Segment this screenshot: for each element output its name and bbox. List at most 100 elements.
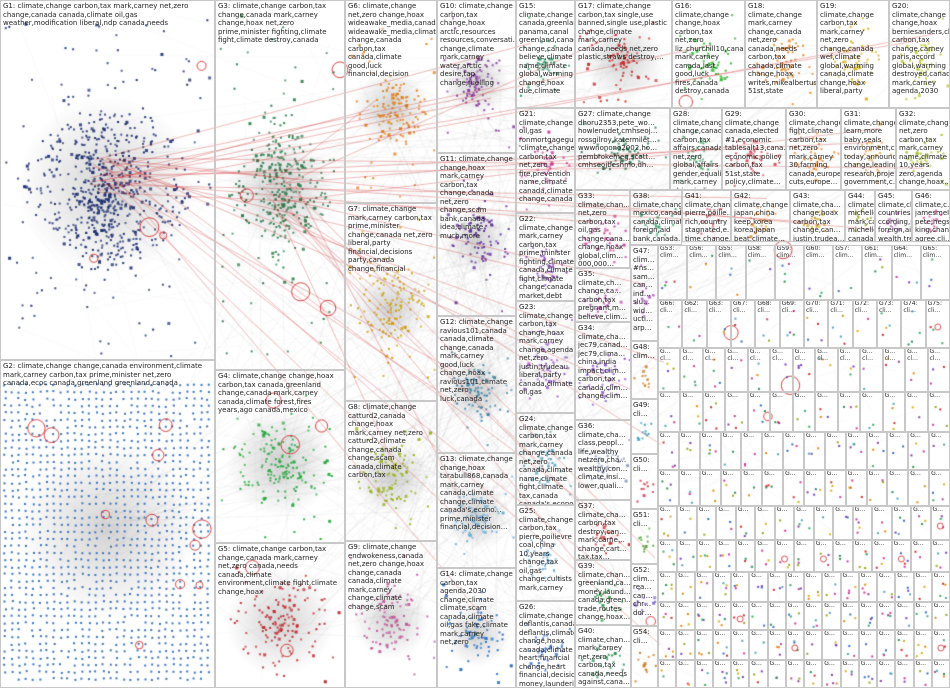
sea-group-box-r7-c8[interactable]: G… — [813, 540, 834, 572]
sea-group-box-r9-c1[interactable]: G… — [676, 602, 695, 630]
sea-group-box-r5-c10[interactable]: G… — [866, 470, 888, 506]
sea-group-box-r6-c13[interactable]: G… — [911, 506, 931, 540]
sea-group-box-r11-c13[interactable]: G… — [895, 660, 914, 688]
sea-group-box-r7-c10[interactable]: G… — [852, 540, 873, 572]
sea-group-box-r8-c8[interactable]: G… — [804, 572, 823, 602]
sea-group-box-r5-c3[interactable]: G… — [720, 470, 742, 506]
group-g7-box[interactable]: G7: climate,change mark,carney carbon,ta… — [345, 203, 437, 401]
sea-group-box-r0-c5[interactable]: G60: clim… — [804, 245, 834, 300]
sea-group-box-r5-c9[interactable]: G… — [845, 470, 867, 506]
sea-group-box-r1-c1[interactable]: G62: cli… — [682, 300, 707, 348]
group-g6-box[interactable]: G6: climate,change net,zero change,hoax … — [345, 0, 437, 203]
sea-group-box-r4-c1[interactable]: G… — [678, 432, 700, 470]
group-g47-box[interactable]: G47: clim… #ns… sam… can… ind… slu… wid…… — [630, 245, 658, 341]
sea-group-box-r10-c7[interactable]: G… — [785, 630, 804, 660]
sea-group-box-r3-c1[interactable]: G… — [680, 392, 703, 432]
sea-group-box-r6-c1[interactable]: G… — [677, 506, 697, 540]
group-g2-box[interactable]: G2: climate,change change,canada environ… — [0, 360, 215, 688]
sea-group-box-r5-c13[interactable]: G… — [929, 470, 950, 506]
group-g22-box[interactable]: G22: climate,change mark,carney carbon,t… — [516, 213, 575, 301]
group-g45-box[interactable]: G45: climate,ch… countries,… ccording,po… — [875, 190, 912, 242]
sea-group-box-r8-c5[interactable]: G… — [749, 572, 768, 602]
sea-group-box-r4-c3[interactable]: G… — [720, 432, 742, 470]
sea-group-box-r2-c8[interactable]: G… cl… — [837, 348, 861, 392]
sea-group-box-r4-c13[interactable]: G… — [929, 432, 950, 470]
sea-group-box-r4-c7[interactable]: G… — [804, 432, 825, 470]
sea-group-box-r7-c0[interactable]: G… — [658, 540, 678, 572]
sea-group-box-r5-c0[interactable]: G… — [658, 470, 679, 506]
group-g49-box[interactable]: G49: cli… — [630, 399, 658, 454]
group-g51-box[interactable]: G51: cli… — [630, 509, 658, 564]
sea-group-box-r6-c11[interactable]: G… — [872, 506, 892, 540]
sea-group-box-r4-c5[interactable]: G… — [762, 432, 784, 470]
group-g25-box[interactable]: G25: climate,change carbon,tax pierre,po… — [516, 505, 575, 601]
sea-group-box-r1-c6[interactable]: G70: cli… — [804, 300, 829, 348]
sea-group-box-r11-c6[interactable]: G… — [767, 660, 786, 688]
sea-group-box-r2-c4[interactable]: G… cl… — [747, 348, 771, 392]
sea-group-box-r8-c10[interactable]: G… — [840, 572, 859, 602]
sea-group-box-r1-c7[interactable]: G71: cli… — [828, 300, 853, 348]
sea-group-box-r6-c4[interactable]: G… — [735, 506, 756, 540]
sea-group-box-r8-c7[interactable]: G… — [785, 572, 804, 602]
group-g27-box[interactable]: G27: climate,change dhoru2353,pete_wo… h… — [575, 108, 670, 190]
group-g54-box[interactable]: G54: cli… — [630, 626, 658, 688]
group-g17-box[interactable]: G17: climate,change carbon,tax single,us… — [575, 0, 672, 108]
sea-group-box-r2-c9[interactable]: G… cl… — [860, 348, 883, 392]
sea-group-box-r11-c5[interactable]: G… — [749, 660, 768, 688]
group-g29-box[interactable]: G29: climate,change canada,elected #1,ec… — [722, 108, 786, 190]
sea-group-box-r2-c2[interactable]: G… cl… — [702, 348, 726, 392]
sea-group-box-r10-c1[interactable]: G… — [676, 630, 695, 660]
sea-group-box-r8-c13[interactable]: G… — [895, 572, 914, 602]
sea-group-box-r1-c4[interactable]: G68: cli… — [755, 300, 780, 348]
sea-group-box-r9-c13[interactable]: G… — [895, 602, 914, 630]
sea-group-box-r5-c8[interactable]: G… — [824, 470, 846, 506]
sea-group-box-r10-c11[interactable]: G… — [858, 630, 877, 660]
sea-group-box-r6-c9[interactable]: G… — [833, 506, 853, 540]
sea-group-box-r6-c6[interactable]: G… — [774, 506, 795, 540]
sea-group-box-r10-c8[interactable]: G… — [804, 630, 823, 660]
sea-group-box-r10-c13[interactable]: G… — [895, 630, 914, 660]
sea-group-box-r11-c8[interactable]: G… — [804, 660, 823, 688]
sea-group-box-r11-c15[interactable]: G… — [931, 660, 950, 688]
sea-group-box-r2-c5[interactable]: G… cl… — [770, 348, 793, 392]
sea-group-box-r7-c14[interactable]: G… — [930, 540, 950, 572]
sea-group-box-r2-c0[interactable]: G… cl… — [658, 348, 681, 392]
group-g4-box[interactable]: G4: climate,change change,hoax carbon,ta… — [215, 370, 345, 543]
group-g34-box[interactable]: G34: climate,cha… jec79,canad… jec79,cli… — [575, 322, 632, 420]
group-g12-box[interactable]: G12: climate,change ravious101,canada ca… — [437, 316, 516, 453]
sea-group-box-r4-c10[interactable]: G… — [866, 432, 888, 470]
sea-group-box-r10-c10[interactable]: G… — [840, 630, 859, 660]
sea-group-box-r2-c7[interactable]: G… cl… — [815, 348, 838, 392]
sea-group-box-r7-c3[interactable]: G… — [716, 540, 736, 572]
group-g42-box[interactable]: G42: climate,change japan,china keep,kor… — [731, 190, 790, 242]
sea-group-box-r10-c3[interactable]: G… — [712, 630, 731, 660]
sea-group-box-r5-c6[interactable]: G… — [783, 470, 804, 506]
sea-group-box-r2-c11[interactable]: G… cl… — [905, 348, 928, 392]
sea-group-box-r8-c12[interactable]: G… — [877, 572, 896, 602]
sea-group-box-r4-c12[interactable]: G… — [908, 432, 930, 470]
group-g28-box[interactable]: G28: climate,change change,canada carbon… — [670, 108, 722, 190]
sea-group-box-r9-c3[interactable]: G… — [712, 602, 731, 630]
sea-group-box-r8-c11[interactable]: G… — [858, 572, 877, 602]
sea-group-box-r7-c4[interactable]: G… — [735, 540, 756, 572]
sea-group-box-r5-c7[interactable]: G… — [804, 470, 825, 506]
group-g52-box[interactable]: G52: clim… rea… can… chr… dor… — [630, 564, 658, 626]
sea-group-box-r8-c15[interactable]: G… — [931, 572, 950, 602]
sea-group-box-r2-c12[interactable]: G… cl… — [927, 348, 950, 392]
sea-group-box-r10-c9[interactable]: G… — [822, 630, 841, 660]
sea-group-box-r3-c12[interactable]: G… — [927, 392, 950, 432]
sea-group-box-r1-c9[interactable]: G73: cli… — [877, 300, 902, 348]
group-g36-box[interactable]: G36: climate,cha… class,peopl… life,weal… — [575, 420, 632, 500]
sea-group-box-r0-c2[interactable]: G55: clim… — [716, 245, 746, 300]
group-g39-box[interactable]: G39: climate,chan… greenland,ca… money,l… — [575, 560, 632, 625]
group-g9-box[interactable]: G9: climate,change endwokeness,canada ne… — [345, 541, 437, 688]
sea-group-box-r7-c2[interactable]: G… — [696, 540, 717, 572]
sea-group-box-r9-c8[interactable]: G… — [804, 602, 823, 630]
sea-group-box-r7-c11[interactable]: G… — [872, 540, 892, 572]
group-g40-box[interactable]: G40: climate,chan… mark,carney net,zero … — [575, 625, 632, 688]
sea-group-box-r6-c3[interactable]: G… — [716, 506, 736, 540]
sea-group-box-r3-c0[interactable]: G… — [658, 392, 681, 432]
sea-group-box-r11-c0[interactable]: G… — [658, 660, 677, 688]
sea-group-box-r9-c9[interactable]: G… — [822, 602, 841, 630]
sea-group-box-r9-c4[interactable]: G… — [731, 602, 750, 630]
